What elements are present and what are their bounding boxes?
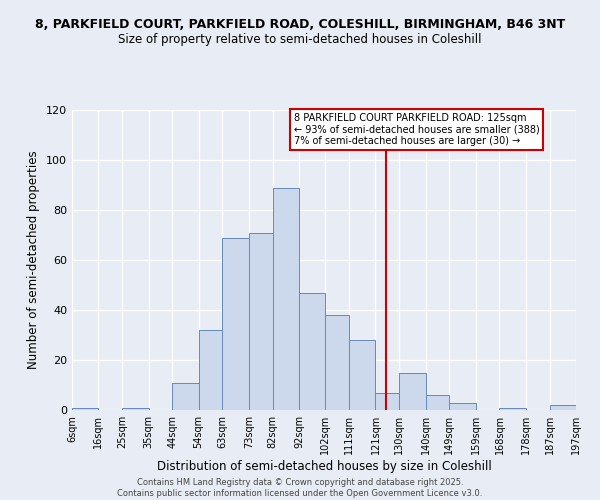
Bar [172, 382, 199, 410]
Bar [299, 292, 325, 410]
Bar [550, 405, 576, 410]
Bar [249, 232, 272, 410]
Bar [425, 395, 449, 410]
Y-axis label: Number of semi-detached properties: Number of semi-detached properties [28, 150, 40, 370]
Bar [399, 372, 425, 410]
Bar [199, 330, 223, 410]
Bar [122, 408, 149, 410]
Bar [325, 315, 349, 410]
Bar [272, 188, 299, 410]
Bar [223, 238, 249, 410]
Bar [72, 408, 98, 410]
Bar [499, 408, 526, 410]
Text: Contains HM Land Registry data © Crown copyright and database right 2025.
Contai: Contains HM Land Registry data © Crown c… [118, 478, 482, 498]
X-axis label: Distribution of semi-detached houses by size in Coleshill: Distribution of semi-detached houses by … [157, 460, 491, 472]
Text: Size of property relative to semi-detached houses in Coleshill: Size of property relative to semi-detach… [118, 32, 482, 46]
Bar [376, 392, 399, 410]
Bar [349, 340, 376, 410]
Text: 8 PARKFIELD COURT PARKFIELD ROAD: 125sqm
← 93% of semi-detached houses are small: 8 PARKFIELD COURT PARKFIELD ROAD: 125sqm… [294, 113, 539, 146]
Bar [449, 402, 476, 410]
Text: 8, PARKFIELD COURT, PARKFIELD ROAD, COLESHILL, BIRMINGHAM, B46 3NT: 8, PARKFIELD COURT, PARKFIELD ROAD, COLE… [35, 18, 565, 30]
